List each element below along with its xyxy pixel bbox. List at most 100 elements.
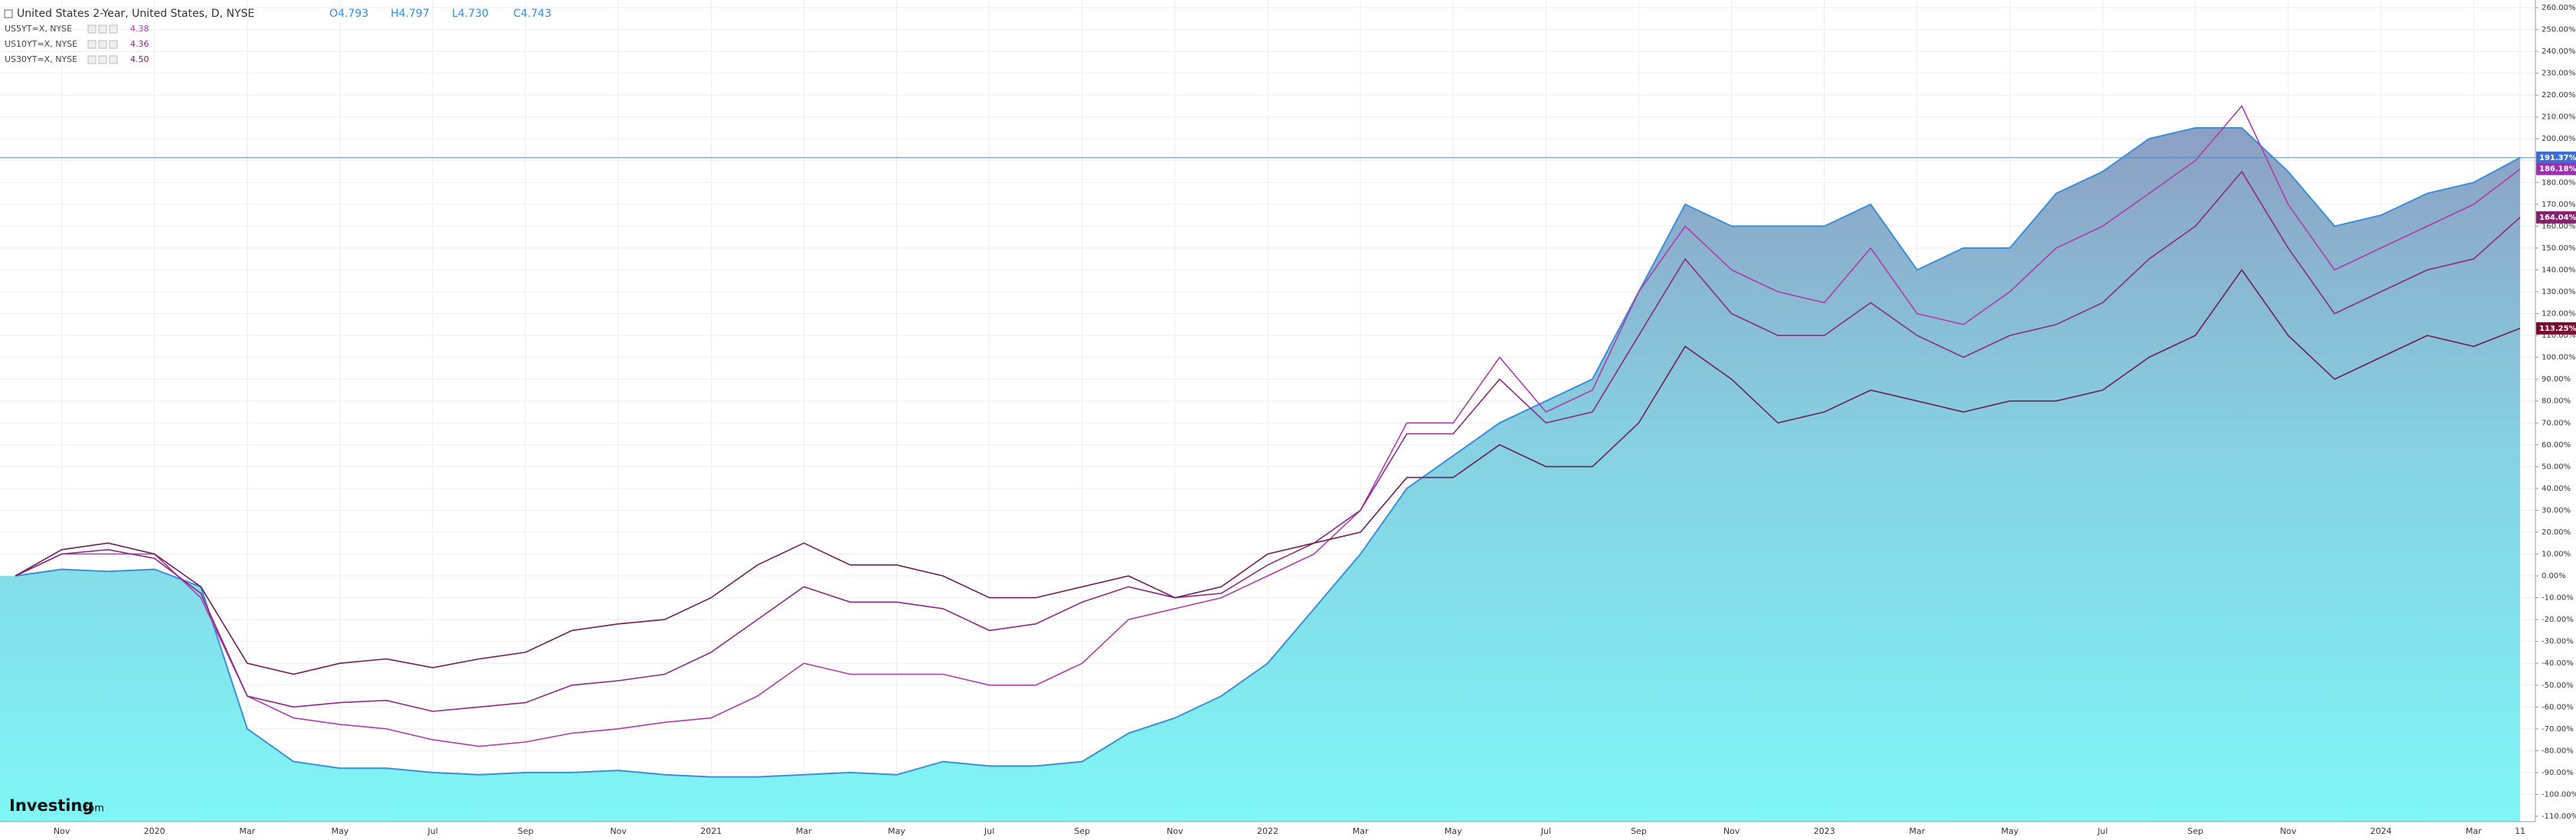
y-tick-label: 10.00% — [2542, 551, 2571, 559]
y-tick-label: 50.00% — [2542, 462, 2571, 471]
y-tick-label: 0.00% — [2542, 572, 2566, 580]
logo: Investing — [9, 796, 93, 815]
y-tick-label: 220.00% — [2542, 91, 2576, 100]
end-label-box — [2536, 322, 2576, 335]
x-tick-label: Sep — [1631, 826, 1647, 836]
y-tick-label: 150.00% — [2542, 244, 2576, 253]
x-tick-label: 2024 — [2370, 826, 2391, 836]
x-tick-label: Jul — [427, 826, 437, 836]
legend-button[interactable] — [98, 40, 107, 49]
y-tick-label: 180.00% — [2542, 178, 2576, 187]
legend-button[interactable] — [109, 40, 118, 49]
legend-last: 4.50 — [130, 54, 149, 64]
x-tick-label: Mar — [2466, 826, 2482, 836]
legend-name: US5YT=X, NYSE — [5, 24, 72, 34]
legend-toggle[interactable] — [4, 9, 13, 18]
y-tick-label: 260.00% — [2542, 4, 2576, 12]
y-tick-label: -30.00% — [2542, 638, 2574, 646]
y-tick-label: 200.00% — [2542, 135, 2576, 143]
ohlc-value: L4.730 — [452, 8, 489, 20]
y-tick-label: 160.00% — [2542, 222, 2576, 230]
y-tick-label: -100.00% — [2542, 790, 2576, 799]
legend-title: United States 2-Year, United States, D, … — [17, 8, 254, 20]
x-tick-label: 2020 — [144, 826, 165, 836]
y-tick-label: -80.00% — [2542, 747, 2574, 755]
y-tick-label: 100.00% — [2542, 354, 2576, 362]
y-tick-label: -20.00% — [2542, 616, 2574, 624]
ohlc-value: C4.743 — [513, 8, 552, 20]
line — [15, 104, 2521, 747]
legend-button[interactable] — [98, 25, 107, 34]
y-tick-label: 250.00% — [2542, 26, 2576, 34]
line — [15, 127, 2521, 778]
y-tick-label: -50.00% — [2542, 681, 2574, 690]
logo-suffix: .com — [80, 803, 104, 815]
y-tick-label: 210.00% — [2542, 113, 2576, 122]
legend-button[interactable] — [87, 40, 97, 49]
legend-name: US10YT=X, NYSE — [5, 39, 77, 49]
legend-button[interactable] — [109, 25, 118, 34]
end-label-box — [2536, 162, 2576, 175]
y-tick-label: 20.00% — [2542, 528, 2571, 537]
legend-button[interactable] — [87, 25, 97, 34]
ohlc-value: H4.797 — [391, 8, 430, 20]
y-tick-label: -10.00% — [2542, 594, 2574, 603]
line — [15, 170, 2521, 712]
y-tick-label: 80.00% — [2542, 397, 2571, 406]
y-tick-label: 130.00% — [2542, 288, 2576, 296]
end-label: 164.04% — [2539, 214, 2576, 222]
y-tick-label: -90.00% — [2542, 769, 2574, 777]
y-tick-label: 110.00% — [2542, 332, 2576, 340]
legend-button[interactable] — [109, 55, 118, 64]
legend-last: 4.38 — [130, 24, 149, 34]
end-label: 186.18% — [2539, 165, 2576, 174]
legend-name: US30YT=X, NYSE — [5, 54, 77, 64]
end-label-box — [2536, 211, 2576, 224]
y-tick-label: -70.00% — [2542, 725, 2574, 734]
y-tick-label: -40.00% — [2542, 659, 2574, 668]
y-tick-label: 170.00% — [2542, 201, 2576, 209]
x-tick-label: Nov — [1167, 826, 1183, 836]
end-label-box — [2536, 151, 2576, 164]
y-tick-label: -60.00% — [2542, 703, 2574, 711]
line — [15, 269, 2521, 675]
y-tick-label: -110.00% — [2542, 812, 2576, 821]
x-tick-label: 2022 — [1257, 826, 1278, 836]
x-tick-label: 2021 — [700, 826, 722, 836]
legend-button[interactable] — [87, 55, 97, 64]
y-tick-label: 120.00% — [2542, 310, 2576, 319]
x-tick-label: Sep — [1074, 826, 1090, 836]
legend-button[interactable] — [98, 55, 107, 64]
x-tick-label: Sep — [518, 826, 534, 836]
x-tick-label: Nov — [2280, 826, 2296, 836]
ohlc-value: O4.793 — [329, 8, 368, 20]
x-tick-label: Mar — [1909, 826, 1925, 836]
y-tick-label: 240.00% — [2542, 47, 2576, 56]
end-label: 113.25% — [2539, 325, 2576, 333]
end-label: 191.37% — [2539, 154, 2576, 162]
x-tick-label: 2023 — [1814, 826, 1835, 836]
x-tick-label: Mar — [796, 826, 812, 836]
x-tick-label: May — [1445, 826, 1462, 836]
x-tick-label: Nov — [54, 826, 70, 836]
x-tick-label: 11 — [2515, 826, 2525, 836]
area — [0, 128, 2520, 822]
legend-last: 4.36 — [130, 39, 149, 49]
x-tick-label: Jul — [1540, 826, 1551, 836]
x-tick-label: Jul — [984, 826, 994, 836]
y-tick-label: 140.00% — [2542, 266, 2576, 274]
x-tick-label: May — [332, 826, 349, 836]
x-tick-label: Mar — [1353, 826, 1369, 836]
x-tick-label: Nov — [1723, 826, 1740, 836]
y-tick-label: 60.00% — [2542, 441, 2571, 449]
y-tick-label: 30.00% — [2542, 506, 2571, 515]
x-tick-label: May — [888, 826, 905, 836]
y-tick-label: 40.00% — [2542, 485, 2571, 493]
x-tick-label: Sep — [2188, 826, 2204, 836]
x-tick-label: May — [2002, 826, 2019, 836]
x-tick-label: Jul — [2096, 826, 2107, 836]
x-tick-label: Mar — [239, 826, 255, 836]
y-tick-label: 230.00% — [2542, 70, 2576, 78]
y-tick-label: 90.00% — [2542, 375, 2571, 384]
